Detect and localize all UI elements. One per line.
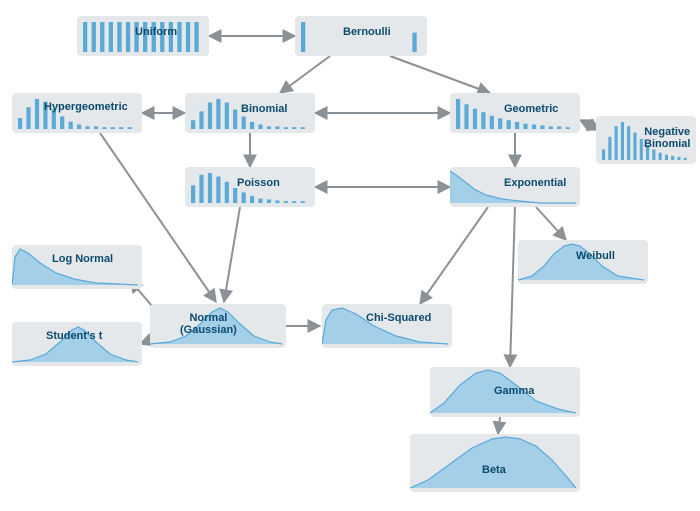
node-studentt: Student's t <box>12 322 142 366</box>
edge-exponential-gamma <box>510 207 515 367</box>
node-uniform: Uniform <box>77 16 209 56</box>
gamma-sparkline <box>430 367 580 417</box>
normal-sparkline <box>150 304 286 348</box>
node-gamma: Gamma <box>430 367 580 417</box>
node-lognormal: Log Normal <box>12 245 142 289</box>
edge-exponential-chisq <box>420 207 488 304</box>
node-chisq: Chi-Squared <box>322 304 452 348</box>
lognormal-sparkline <box>12 245 142 289</box>
node-hypergeometric: Hypergeometric <box>12 93 142 133</box>
edge-gamma-beta <box>498 417 500 434</box>
exponential-sparkline <box>450 167 580 207</box>
binomial-sparkline <box>185 93 315 133</box>
chisq-sparkline <box>322 304 452 348</box>
node-bernoulli: Bernoulli <box>295 16 427 56</box>
hypergeometric-sparkline <box>12 93 142 133</box>
node-negbinom: Negative Binomial <box>596 116 696 164</box>
node-binomial: Binomial <box>185 93 315 133</box>
poisson-sparkline <box>185 167 315 207</box>
negbinom-sparkline <box>596 116 696 164</box>
uniform-sparkline <box>77 16 209 56</box>
weibull-sparkline <box>518 240 648 284</box>
node-beta: Beta <box>410 434 580 492</box>
studentt-sparkline <box>12 322 142 366</box>
node-exponential: Exponential <box>450 167 580 207</box>
edge-exponential-weibull <box>536 207 566 240</box>
edge-bernoulli-binomial <box>280 56 330 93</box>
node-poisson: Poisson <box>185 167 315 207</box>
node-normal: Normal (Gaussian) <box>150 304 286 348</box>
node-weibull: Weibull <box>518 240 648 284</box>
edge-bernoulli-geometric <box>390 56 490 93</box>
beta-sparkline <box>410 434 580 492</box>
bernoulli-sparkline <box>295 16 427 56</box>
edge-poisson-normal <box>224 207 240 302</box>
node-geometric: Geometric <box>450 93 580 133</box>
geometric-sparkline <box>450 93 580 133</box>
